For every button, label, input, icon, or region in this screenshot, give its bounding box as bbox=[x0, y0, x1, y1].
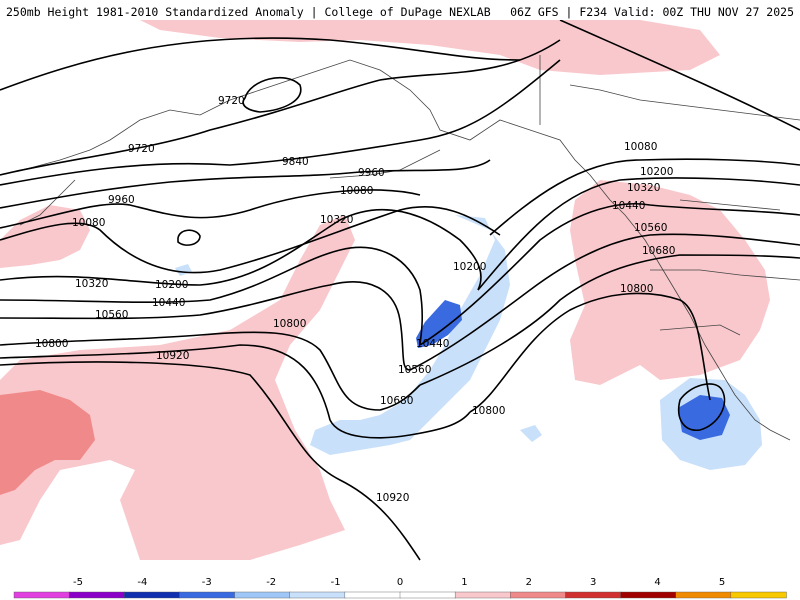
contour-label-10800-a: 10800 bbox=[35, 338, 68, 350]
colorbar-ticks: -5 -4 -3 -2 -1 0 1 2 3 4 5 bbox=[73, 577, 725, 588]
contour-label-9720-a: 9720 bbox=[218, 95, 245, 107]
contour-label-10800-b: 10800 bbox=[273, 318, 306, 330]
colorbar-swatch bbox=[510, 591, 567, 599]
anomaly-colorbar: -5 -4 -3 -2 -1 0 1 2 3 4 5 bbox=[13, 577, 787, 599]
colorbar-swatch bbox=[454, 591, 511, 599]
colorbar-swatch bbox=[675, 591, 732, 599]
weather-map: 9720 9720 9840 9960 9960 10080 10080 100… bbox=[0, 20, 800, 572]
contour-label-10440-a: 10440 bbox=[152, 297, 185, 309]
colorbar-tick-label: 0 bbox=[397, 577, 403, 588]
colorbar-swatch bbox=[234, 591, 291, 599]
colorbar-swatch bbox=[565, 591, 622, 599]
colorbar-swatch bbox=[179, 591, 236, 599]
contour-label-9960-b: 9960 bbox=[108, 194, 135, 206]
contour-label-10560-b: 10560 bbox=[398, 364, 431, 376]
contour-label-9960-a: 9960 bbox=[358, 167, 385, 179]
contour-label-10200-a: 10200 bbox=[155, 279, 188, 291]
colorbar-tick-label: 4 bbox=[654, 577, 660, 588]
map-header: 250mb Height 1981-2010 Standardized Anom… bbox=[0, 0, 800, 20]
contour-label-10440-b: 10440 bbox=[416, 338, 449, 350]
contour-label-10320-a: 10320 bbox=[75, 278, 108, 290]
colorbar-swatch bbox=[344, 591, 401, 599]
contour-label-10680-b: 10680 bbox=[642, 245, 675, 257]
colorbar-tick-label: 2 bbox=[526, 577, 532, 588]
colorbar-tick-label: -1 bbox=[331, 577, 341, 588]
coastlines bbox=[0, 55, 800, 441]
contour-label-group: 9720 9720 9840 9960 9960 10080 10080 100… bbox=[35, 95, 675, 504]
colorbar-tick-label: -2 bbox=[266, 577, 276, 588]
colorbar-swatch bbox=[620, 591, 677, 599]
contour-label-10560-c: 10560 bbox=[634, 222, 667, 234]
contour-label-9840: 9840 bbox=[282, 156, 309, 168]
colorbar-tick-label: -3 bbox=[202, 577, 212, 588]
model-run-info: 06Z GFS | F234 Valid: 00Z THU NOV 27 202… bbox=[510, 5, 794, 19]
colorbar-swatch bbox=[13, 591, 70, 599]
contour-label-10200-c: 10200 bbox=[640, 166, 673, 178]
colorbar-tick-label: 3 bbox=[590, 577, 596, 588]
colorbar-swatch bbox=[730, 591, 787, 599]
colorbar-swatch bbox=[68, 591, 125, 599]
contour-label-10920-a: 10920 bbox=[156, 350, 189, 362]
height-contours bbox=[0, 20, 800, 561]
colorbar-swatch bbox=[124, 591, 181, 599]
map-title: 250mb Height 1981-2010 Standardized Anom… bbox=[6, 5, 491, 19]
contour-label-10080-c: 10080 bbox=[624, 141, 657, 153]
colorbar-swatches bbox=[13, 591, 787, 599]
contour-label-10440-c: 10440 bbox=[612, 200, 645, 212]
contour-label-10080-b: 10080 bbox=[72, 217, 105, 229]
colorbar-tick-label: 5 bbox=[719, 577, 725, 588]
positive-anomaly-shading bbox=[0, 20, 770, 560]
contour-label-10920-b: 10920 bbox=[376, 492, 409, 504]
contour-label-10080-a: 10080 bbox=[340, 185, 373, 197]
contour-label-10680-a: 10680 bbox=[380, 395, 413, 407]
colorbar-swatch bbox=[289, 591, 346, 599]
contour-label-10320-b: 10320 bbox=[320, 214, 353, 226]
colorbar-tick-label: -5 bbox=[73, 577, 83, 588]
colorbar-tick-label: 1 bbox=[461, 577, 467, 588]
contour-label-10200-b: 10200 bbox=[453, 261, 486, 273]
colorbar-tick-label: -4 bbox=[137, 577, 147, 588]
contour-label-10560-a: 10560 bbox=[95, 309, 128, 321]
contour-label-9720-b: 9720 bbox=[128, 143, 155, 155]
strong-positive-anomaly bbox=[0, 390, 95, 495]
contour-label-10800-c: 10800 bbox=[472, 405, 505, 417]
contour-label-10320-c: 10320 bbox=[627, 182, 660, 194]
contour-label-10800-d: 10800 bbox=[620, 283, 653, 295]
colorbar-swatch bbox=[399, 591, 456, 599]
